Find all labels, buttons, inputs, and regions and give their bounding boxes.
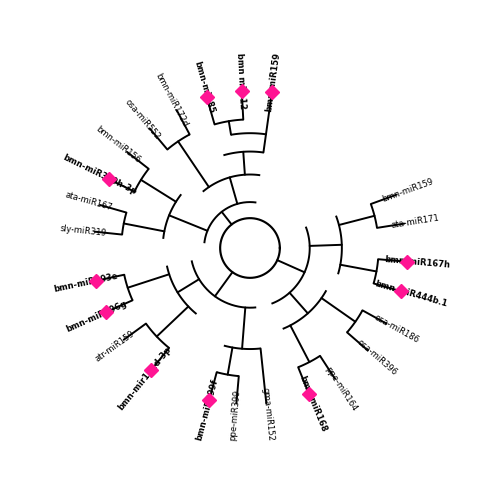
Text: ata-miR171: ata-miR171 xyxy=(391,213,440,230)
Text: bmn-miR444b.1: bmn-miR444b.1 xyxy=(374,280,448,309)
Text: osa-miR552: osa-miR552 xyxy=(123,98,162,141)
Text: atr-miR159: atr-miR159 xyxy=(93,329,136,364)
Text: osa-miR186: osa-miR186 xyxy=(372,313,420,345)
Text: bmn-miR167h: bmn-miR167h xyxy=(384,255,450,270)
Text: ppe-miR399: ppe-miR399 xyxy=(228,389,242,441)
Text: bmn-miR159: bmn-miR159 xyxy=(380,177,434,204)
Text: bmn-miR168: bmn-miR168 xyxy=(298,374,328,433)
Text: gma-miR152: gma-miR152 xyxy=(260,387,275,442)
Text: bmn miR 12: bmn miR 12 xyxy=(236,52,247,109)
Text: bmn-miR172d: bmn-miR172d xyxy=(154,71,189,128)
Text: ppe-miR164: ppe-miR164 xyxy=(324,365,359,413)
Text: ata-miR167: ata-miR167 xyxy=(64,191,114,213)
Text: bmn-miR156: bmn-miR156 xyxy=(94,124,142,165)
Text: osa-miR396: osa-miR396 xyxy=(354,338,399,378)
Text: bmn-miR399h-3p: bmn-miR399h-3p xyxy=(61,153,138,196)
Text: bmn-mir171d-3p: bmn-mir171d-3p xyxy=(116,345,173,412)
Text: bmn-miR399f: bmn-miR399f xyxy=(194,378,219,442)
Text: sly-miR319: sly-miR319 xyxy=(60,224,107,238)
Text: bmn-miR85: bmn-miR85 xyxy=(192,60,216,114)
Text: bmn-miR396g: bmn-miR396g xyxy=(65,299,128,334)
Text: bmn-miR159: bmn-miR159 xyxy=(264,52,282,112)
Text: bmn-miR403e: bmn-miR403e xyxy=(53,272,119,294)
